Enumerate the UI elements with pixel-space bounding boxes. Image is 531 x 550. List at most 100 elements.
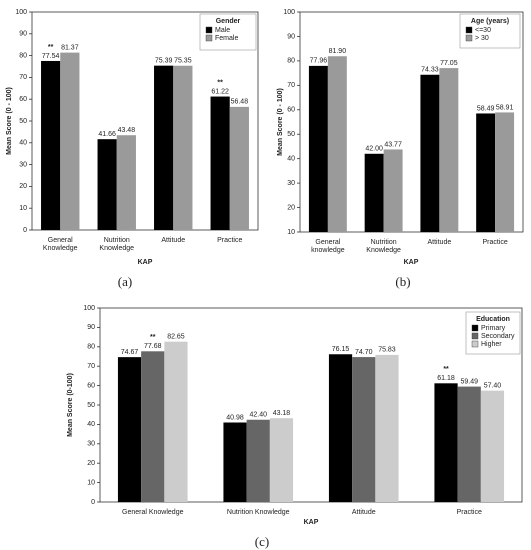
bar bbox=[97, 139, 117, 230]
legend-label: Higher bbox=[481, 341, 502, 348]
value-label: 82.65 bbox=[167, 334, 185, 341]
x-axis-label: KAP bbox=[138, 259, 153, 266]
legend-label: Female bbox=[215, 35, 238, 42]
x-tick-label: Practice bbox=[482, 239, 507, 246]
y-tick-label: 10 bbox=[87, 479, 95, 486]
value-label: 41.66 bbox=[98, 131, 116, 138]
x-tick-label: General Knowledge bbox=[43, 237, 78, 252]
bar bbox=[457, 386, 481, 502]
bar bbox=[229, 106, 249, 230]
y-tick-label: 10 bbox=[287, 229, 295, 236]
value-label: 81.90 bbox=[329, 48, 347, 55]
y-tick-label: 70 bbox=[87, 363, 95, 370]
y-tick-label: 60 bbox=[19, 96, 27, 103]
bar bbox=[173, 65, 193, 230]
legend-label: > 30 bbox=[475, 35, 489, 42]
x-tick-label: Nutrition Knowledge bbox=[366, 239, 401, 254]
bar bbox=[352, 357, 376, 502]
legend-label: Male bbox=[215, 27, 230, 34]
value-label: 74.33 bbox=[421, 67, 439, 74]
y-tick-label: 100 bbox=[283, 9, 295, 16]
legend-swatch bbox=[205, 34, 213, 42]
value-label: 77.54 bbox=[42, 53, 60, 60]
y-tick-label: 20 bbox=[87, 460, 95, 467]
value-label: 42.40 bbox=[249, 412, 267, 419]
panel-label: (a) bbox=[118, 274, 132, 289]
value-label: 77.96 bbox=[310, 58, 328, 65]
value-label: 75.35 bbox=[174, 58, 192, 65]
bar bbox=[383, 149, 403, 232]
y-tick-label: 60 bbox=[287, 107, 295, 114]
bar bbox=[480, 390, 505, 502]
y-tick-label: 90 bbox=[19, 31, 27, 38]
annotation: ** bbox=[48, 44, 54, 51]
legend-title: Education bbox=[476, 316, 510, 323]
value-label: 81.37 bbox=[61, 44, 79, 51]
y-tick-label: 0 bbox=[23, 227, 27, 234]
value-label: 43.77 bbox=[384, 141, 402, 148]
value-label: 43.18 bbox=[273, 410, 291, 417]
bar bbox=[116, 135, 136, 230]
x-tick-label: Attitude bbox=[161, 237, 185, 244]
x-tick-label: General knowledge bbox=[311, 239, 345, 254]
y-tick-label: 40 bbox=[87, 421, 95, 428]
value-label: 61.18 bbox=[437, 375, 455, 382]
bar bbox=[364, 153, 384, 232]
bar bbox=[420, 74, 440, 232]
y-tick-label: 30 bbox=[287, 180, 295, 187]
x-tick-label: Practice bbox=[217, 237, 242, 244]
y-tick-label: 30 bbox=[19, 161, 27, 168]
y-tick-label: 50 bbox=[19, 118, 27, 125]
y-axis-label: Mean Score (0 - 100) bbox=[6, 87, 13, 155]
legend-swatch bbox=[465, 26, 473, 34]
value-label: 75.39 bbox=[155, 57, 173, 64]
value-label: 76.15 bbox=[332, 346, 350, 353]
value-label: 40.98 bbox=[226, 414, 244, 421]
x-tick-label: Nutrition Knowledge bbox=[227, 509, 290, 516]
panel-label: (c) bbox=[255, 534, 269, 549]
y-tick-label: 100 bbox=[83, 305, 95, 312]
x-tick-label: Practice bbox=[457, 509, 482, 516]
value-label: 59.49 bbox=[460, 378, 478, 385]
y-tick-label: 10 bbox=[19, 205, 27, 212]
legend-swatch bbox=[205, 26, 213, 34]
bar bbox=[434, 383, 458, 502]
bar bbox=[495, 112, 515, 232]
legend-label: <=30 bbox=[475, 27, 491, 34]
y-tick-label: 100 bbox=[15, 9, 27, 16]
y-tick-label: 40 bbox=[19, 140, 27, 147]
x-tick-label: Nutrition Knowledge bbox=[99, 237, 134, 252]
legend-label: Secondary bbox=[481, 333, 515, 340]
bar bbox=[141, 351, 165, 502]
annotation: ** bbox=[150, 334, 156, 341]
y-tick-label: 40 bbox=[287, 156, 295, 163]
y-tick-label: 90 bbox=[87, 324, 95, 331]
value-label: 74.70 bbox=[355, 349, 373, 356]
y-tick-label: 90 bbox=[287, 33, 295, 40]
bar bbox=[246, 419, 270, 502]
legend-swatch bbox=[471, 324, 479, 332]
y-tick-label: 20 bbox=[287, 204, 295, 211]
x-axis-label: KAP bbox=[404, 259, 419, 266]
value-label: 57.40 bbox=[484, 382, 502, 389]
value-label: 77.68 bbox=[144, 343, 162, 350]
legend-title: Gender bbox=[216, 18, 241, 25]
value-label: 58.49 bbox=[477, 105, 495, 112]
annotation: ** bbox=[443, 366, 449, 373]
bar bbox=[117, 357, 142, 502]
value-label: 61.22 bbox=[211, 88, 229, 95]
x-tick-label: Attitude bbox=[352, 509, 376, 516]
value-label: 74.67 bbox=[121, 349, 139, 356]
legend-swatch bbox=[465, 34, 473, 42]
y-tick-label: 80 bbox=[87, 344, 95, 351]
y-tick-label: 50 bbox=[287, 131, 295, 138]
y-tick-label: 20 bbox=[19, 183, 27, 190]
y-tick-label: 30 bbox=[87, 441, 95, 448]
legend-title: Age (years) bbox=[471, 18, 509, 25]
bar bbox=[439, 68, 459, 232]
legend-swatch bbox=[471, 340, 479, 348]
x-axis-label: KAP bbox=[304, 519, 319, 526]
bar bbox=[328, 354, 353, 502]
y-tick-label: 60 bbox=[87, 382, 95, 389]
